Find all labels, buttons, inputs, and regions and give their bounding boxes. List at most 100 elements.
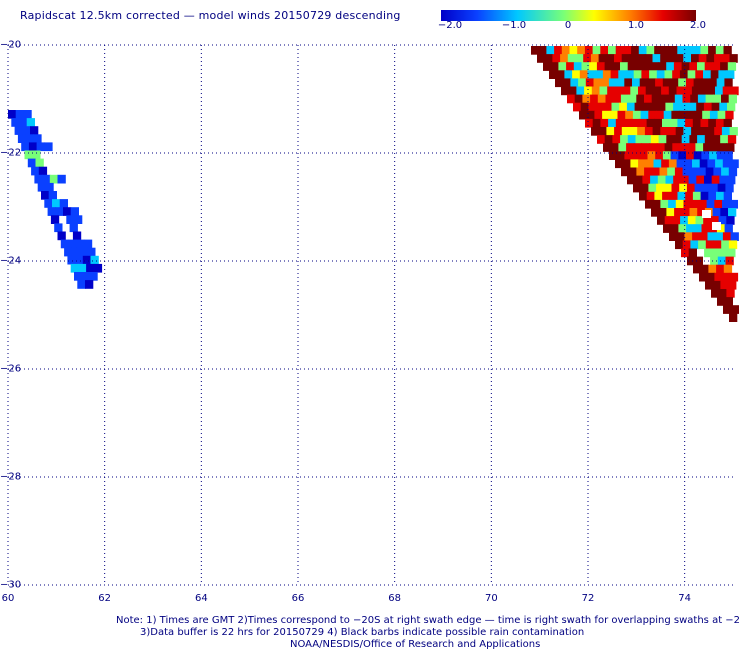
wind-cell [721, 127, 731, 136]
wind-cell [83, 239, 93, 249]
wind-cell [725, 183, 734, 193]
wind-cell [726, 289, 735, 298]
wind-cell [689, 208, 698, 217]
wind-cell [671, 110, 680, 120]
wind-cell [632, 78, 641, 88]
wind-cell [695, 143, 704, 152]
wind-cell [612, 135, 621, 144]
lon-tick-label: 64 [194, 593, 208, 604]
wind-cell [647, 78, 656, 88]
wind-cell [597, 135, 606, 144]
wind-cell [657, 102, 666, 112]
wind-cell [37, 182, 46, 192]
wind-cell [36, 142, 45, 152]
wind-cell [569, 46, 578, 55]
wind-cell [66, 215, 75, 224]
wind-cell [698, 199, 708, 209]
wind-cell [619, 102, 628, 112]
wind-cell [710, 70, 719, 79]
wind-cell [718, 216, 727, 225]
wind-cell [727, 62, 737, 71]
wind-cell [620, 94, 630, 104]
colorbar [441, 10, 696, 21]
lat-tick-label: −30 [0, 579, 22, 591]
wind-cell [708, 191, 717, 201]
wind-cell [576, 86, 585, 96]
wind-cell [674, 167, 684, 177]
wind-cell [595, 70, 604, 79]
colorbar-tick: −2.0 [437, 20, 463, 31]
wind-cell [729, 272, 739, 282]
wind-cell [610, 70, 619, 79]
wind-cell [628, 167, 637, 177]
wind-cell [588, 102, 597, 112]
wind-cell [643, 62, 652, 71]
wind-cell [727, 248, 736, 258]
map-grid [7, 44, 733, 586]
wind-cell [649, 70, 658, 79]
wind-cell [31, 166, 40, 176]
wind-cell [713, 167, 722, 177]
wind-cell [622, 159, 631, 169]
wind-cell [656, 183, 665, 193]
wind-cell [686, 151, 695, 160]
wind-cell [668, 86, 678, 96]
wind-cell [715, 159, 724, 169]
wind-cell [59, 199, 68, 208]
wind-cell [23, 110, 32, 119]
wind-cell [81, 272, 90, 281]
wind-cell [599, 86, 608, 96]
lon-tick-label: 72 [581, 593, 595, 604]
wind-cell [690, 167, 699, 177]
wind-cell [593, 78, 602, 88]
wind-cell [25, 134, 34, 143]
wind-cell [652, 199, 661, 209]
wind-cell [716, 151, 726, 160]
wind-cell [675, 199, 685, 209]
wind-cell [598, 127, 607, 136]
wind-cell [652, 127, 661, 136]
wind-cell [596, 102, 605, 112]
wind-cell [716, 224, 726, 233]
wind-cell [705, 94, 714, 104]
wind-cell [629, 127, 638, 136]
wind-cell [570, 78, 579, 88]
wind-cell [700, 118, 709, 128]
wind-cell [704, 248, 713, 258]
wind-cell [642, 175, 651, 185]
wind-cell [706, 127, 715, 136]
wind-cell [699, 159, 708, 169]
wind-cell [703, 102, 713, 112]
wind-cell [693, 151, 702, 160]
wind-cell [724, 151, 733, 160]
wind-cell [597, 94, 607, 104]
wind-cell [665, 102, 674, 112]
wind-cell [680, 175, 690, 185]
wind-cell [645, 159, 655, 169]
wind-cell [707, 159, 716, 169]
wind-cell [651, 208, 660, 217]
wind-cell [678, 224, 687, 233]
wind-cell [669, 232, 678, 241]
wind-cell [651, 167, 661, 177]
wind-cell [699, 232, 709, 241]
wind-cell [76, 239, 85, 249]
wind-cell [644, 54, 654, 63]
wind-cell [44, 199, 53, 208]
wind-cell [650, 62, 660, 71]
lon-tick-label: 74 [678, 593, 692, 604]
wind-cell [621, 54, 630, 63]
wind-cell [719, 248, 728, 258]
wind-cell [74, 215, 83, 224]
wind-cell [704, 135, 714, 144]
wind-cell [631, 46, 640, 55]
wind-cell [75, 255, 84, 265]
wind-cell [21, 142, 30, 152]
wind-cell [628, 94, 637, 104]
wind-cell [697, 62, 706, 71]
missing-data-cell [702, 210, 711, 218]
wind-cell [634, 175, 643, 185]
wind-cell [550, 62, 559, 71]
wind-cell [609, 110, 619, 120]
wind-cell [48, 191, 57, 200]
